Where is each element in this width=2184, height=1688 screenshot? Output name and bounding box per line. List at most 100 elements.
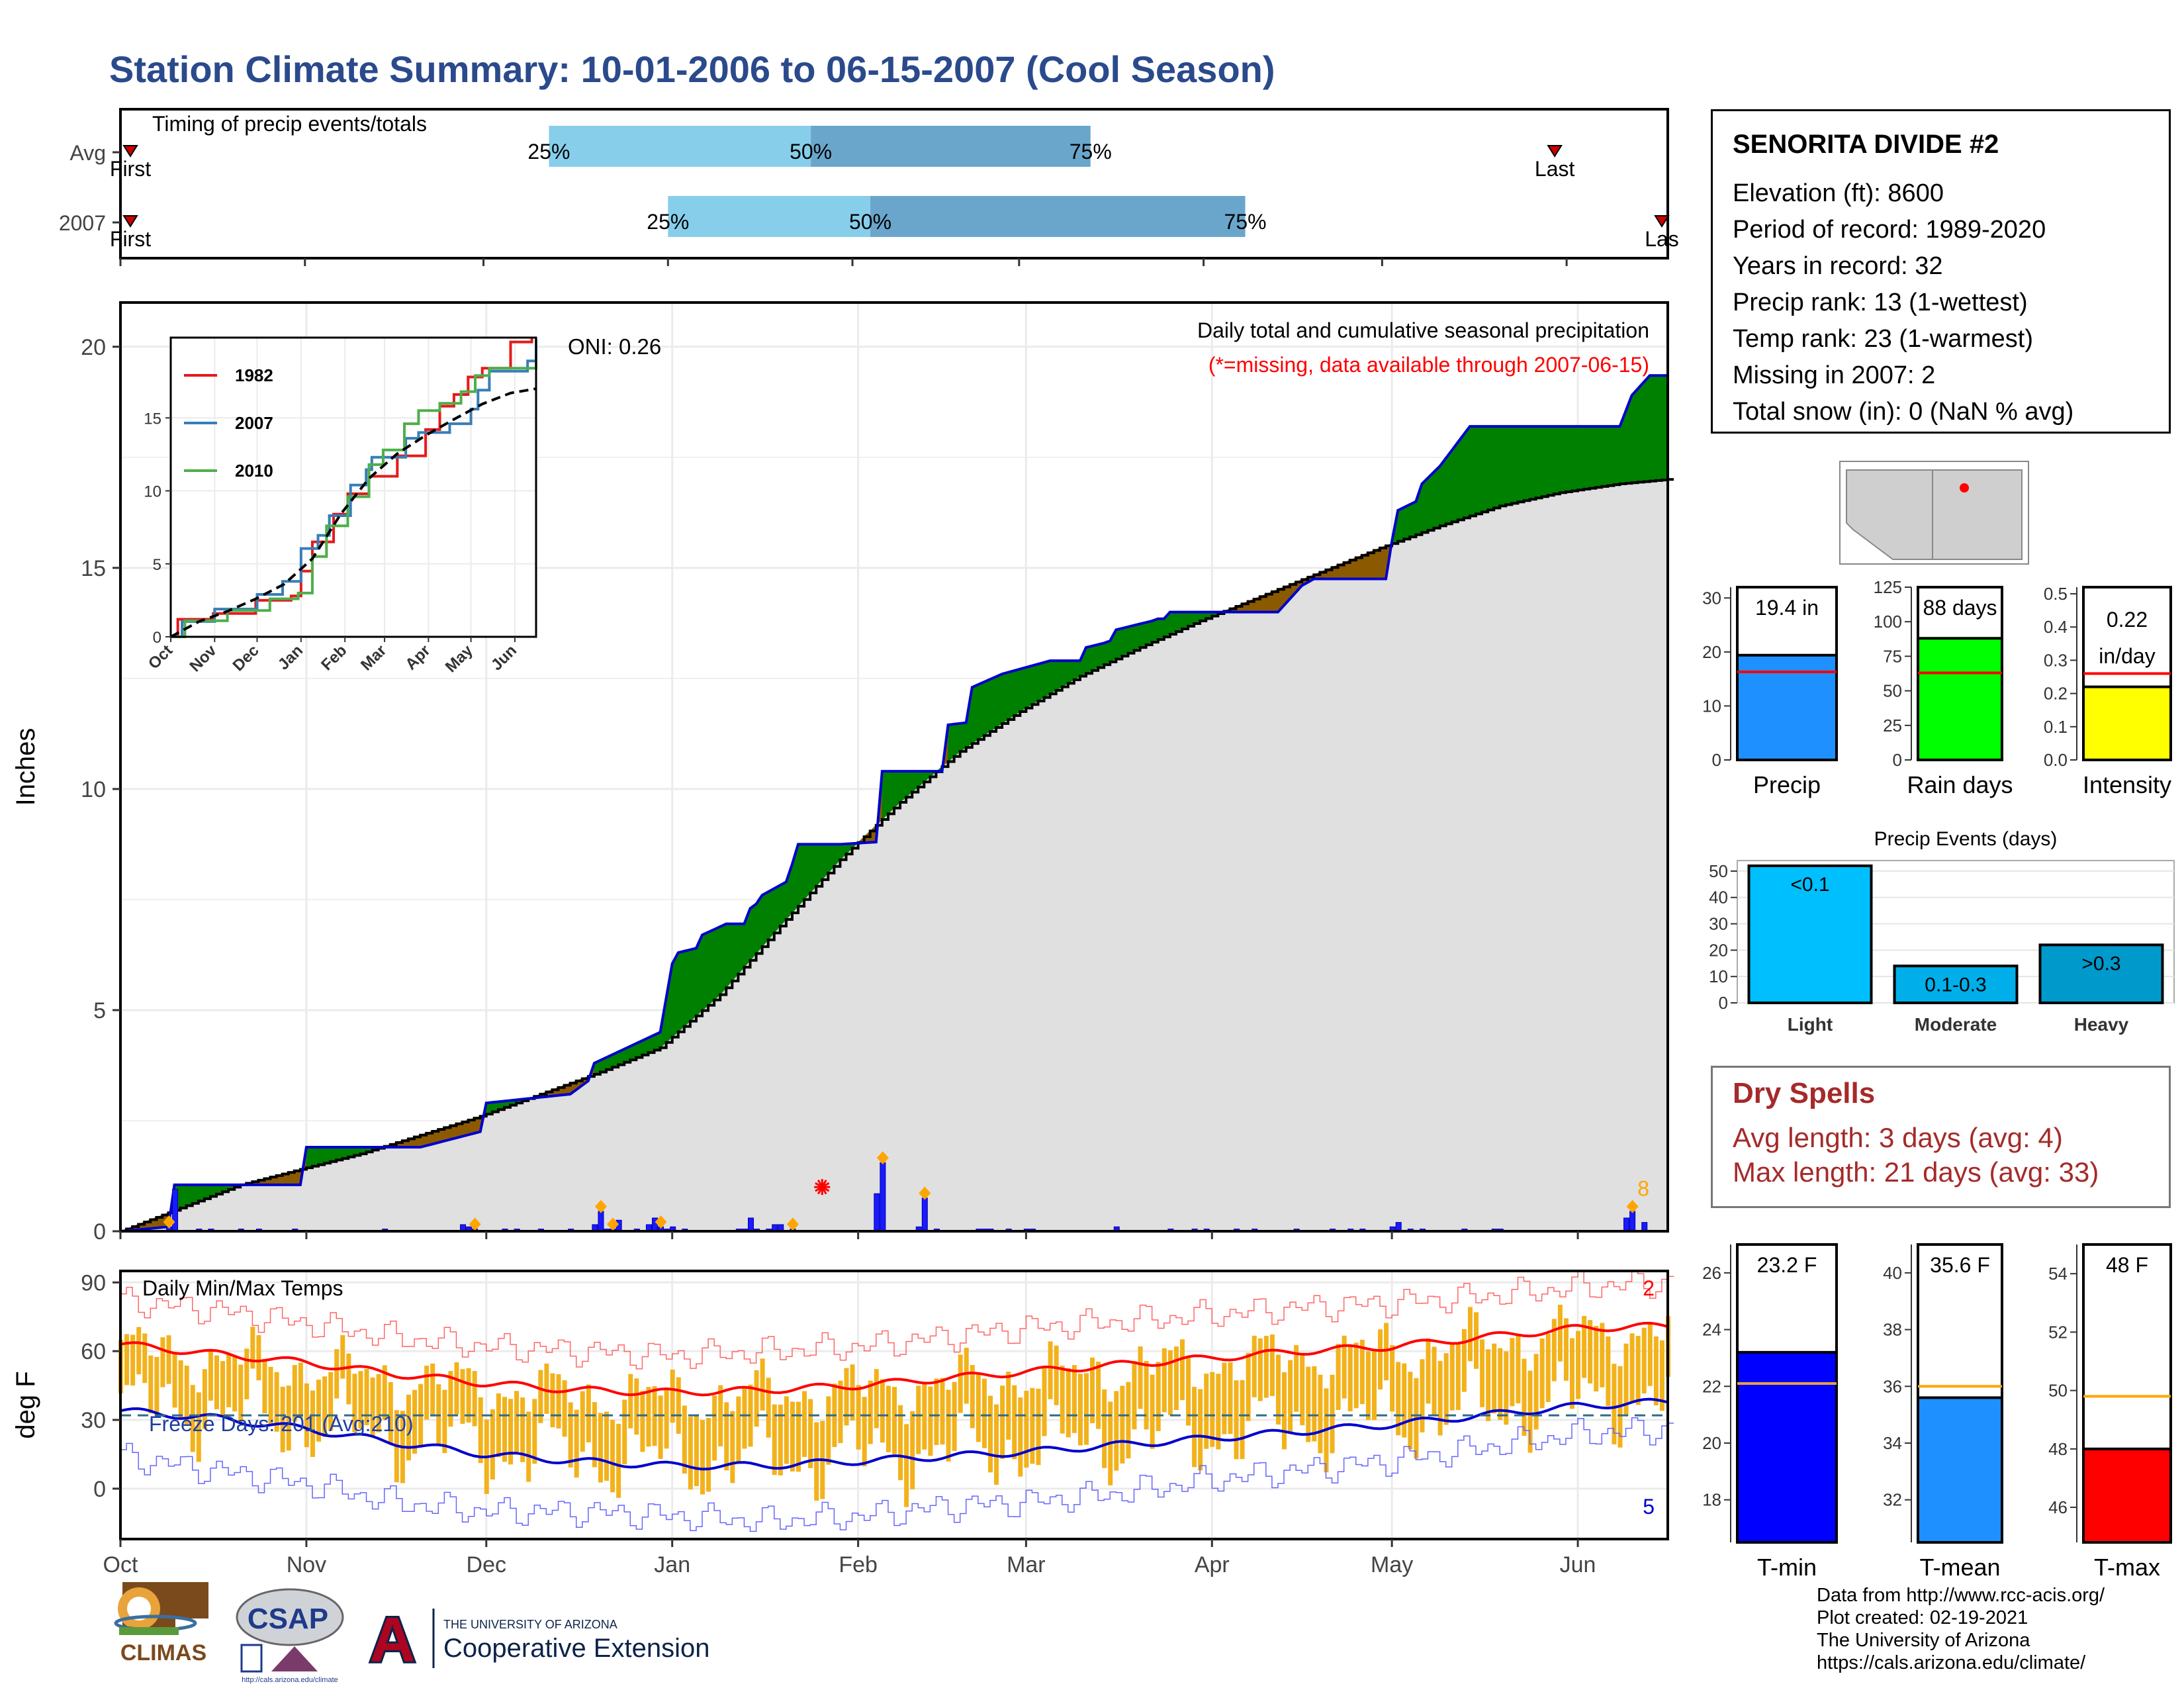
precip-events-category-label: Moderate: [1915, 1014, 1997, 1035]
daily-temp-bar: [892, 1387, 897, 1454]
summary_intensity-y-tick-label: 0.0: [2044, 750, 2068, 770]
above-avg-fill: [1115, 628, 1122, 660]
above-avg-fill: [1565, 426, 1572, 492]
above-avg-fill: [678, 951, 685, 1033]
temp-y-tick-label: 30: [81, 1408, 106, 1433]
daily-temp-bar: [1066, 1368, 1071, 1438]
daily-temp-bar: [196, 1392, 201, 1462]
precip-y-axis-label: Inches: [11, 728, 40, 806]
daily-temp-bar: [1263, 1335, 1269, 1398]
daily-temp-bar: [868, 1380, 873, 1444]
first-marker-icon: [122, 145, 138, 158]
above-avg-fill: [1637, 381, 1645, 483]
daily-temp-bar: [1312, 1366, 1317, 1442]
daily-temp-bar: [466, 1368, 471, 1423]
above-avg-fill: [750, 903, 756, 961]
csap-logo: CSAP http://cals.arizona.edu/climate: [232, 1585, 347, 1685]
summary_tmax-y-tick-label: 54: [2048, 1264, 2068, 1284]
daily-temp-bar: [1516, 1335, 1521, 1403]
daily-temp-bar: [268, 1366, 273, 1425]
station-elevation: Elevation (ft): 8600: [1733, 179, 1944, 207]
daily-temp-bar: [472, 1371, 477, 1427]
summary_tmax-y-tick-label: 48: [2048, 1439, 2068, 1459]
observed-cumulative-line: [120, 374, 1668, 1233]
daily-temp-bar: [1353, 1342, 1359, 1409]
daily-temp-bar: [574, 1409, 579, 1478]
daily-temp-bar: [1173, 1346, 1179, 1411]
above-avg-fill: [1535, 426, 1543, 498]
ua-logo-big: Cooperative Extension: [443, 1634, 709, 1663]
summary_tmean-y-tick-label: 32: [1883, 1490, 1902, 1510]
daily-temp-bar: [1486, 1349, 1491, 1421]
daily-temp-bar: [616, 1423, 621, 1498]
record-low-count: 5: [1643, 1495, 1655, 1519]
above-avg-fill: [803, 844, 811, 900]
above-avg-fill: [1409, 501, 1416, 538]
daily-temp-bar: [376, 1374, 381, 1432]
daily-temp-bar: [166, 1335, 171, 1384]
daily-temp-bar: [1246, 1352, 1251, 1421]
freeze-days-annotation: Freeze Days: 201 (Avg:210): [149, 1412, 414, 1436]
summary_tmin-category-label: T-min: [1757, 1554, 1817, 1581]
month-axis-label: Oct: [103, 1552, 138, 1577]
daily-temp-bar: [232, 1357, 238, 1412]
daily-temp-bar: [1240, 1380, 1245, 1460]
above-avg-fill: [1649, 375, 1657, 482]
timing-band-high: [811, 126, 1091, 167]
daily-temp-bar: [580, 1391, 585, 1452]
daily-temp-bar: [634, 1378, 639, 1435]
snow-marker-icon: [919, 1186, 931, 1200]
daily-temp-bar: [490, 1409, 495, 1480]
daily-temp-bar: [1545, 1334, 1551, 1402]
summary_tmean-y-tick-label: 36: [1883, 1376, 1902, 1396]
daily-temp-bar: [1449, 1342, 1455, 1411]
precip-y-tick-label: 20: [81, 335, 106, 360]
daily-temp-bar: [208, 1349, 213, 1401]
daily-temp-bar: [532, 1399, 537, 1464]
inset-bg: [171, 338, 536, 637]
credit-line: Data from http://www.rcc-acis.org/: [1817, 1585, 2105, 1606]
inset-series-line: [171, 361, 537, 638]
daily-temp-bar: [1030, 1387, 1035, 1464]
daily-temp-bar: [154, 1356, 159, 1415]
above-avg-fill: [1487, 426, 1494, 510]
above-avg-fill: [1589, 426, 1596, 489]
summary_raindays-y-tick-label: 100: [1874, 612, 1902, 632]
daily-temp-bar: [790, 1401, 795, 1472]
daily-temp-bar: [862, 1397, 867, 1467]
daily-temp-bar: [742, 1386, 747, 1449]
daily-temp-bar: [964, 1347, 969, 1404]
summary_tmean-bar: [1917, 1396, 2003, 1544]
daily-temp-bar: [1551, 1319, 1557, 1382]
daily-temp-bar: [1606, 1336, 1611, 1407]
daily-temp-bar: [706, 1417, 711, 1492]
summary_intensity-y-tick-label: 0.2: [2044, 684, 2068, 704]
daily-temp-bar: [664, 1387, 669, 1449]
above-avg-fill: [684, 949, 691, 1027]
above-avg-fill: [1559, 426, 1567, 493]
above-avg-fill: [983, 679, 991, 736]
daily-temp-bar: [1090, 1357, 1095, 1423]
daily-temp-bar: [826, 1396, 831, 1465]
precip-events-y-tick-label: 40: [1709, 888, 1728, 908]
daily-temp-bar: [514, 1391, 520, 1454]
summary_tmin-y-tick-label: 20: [1702, 1433, 1721, 1453]
daily-temp-bar: [598, 1413, 603, 1483]
above-avg-fill: [1025, 665, 1032, 709]
daily-temp-bar: [1300, 1354, 1305, 1426]
daily-temp-bar: [1012, 1385, 1017, 1460]
station-missing: Missing in 2007: 2: [1733, 361, 1936, 389]
month-axis-label: Jun: [1560, 1552, 1596, 1577]
daily-temp-bar: [226, 1354, 232, 1407]
summary_tmean-y-tick-label: 38: [1883, 1320, 1902, 1340]
daily-temp-bar: [604, 1411, 610, 1481]
summary_tmean-y-tick-label: 34: [1883, 1433, 1902, 1453]
daily-temp-bar: [1426, 1338, 1431, 1404]
daily-temp-bar: [850, 1364, 855, 1421]
above-avg-fill: [702, 931, 709, 1011]
above-avg-fill: [1044, 660, 1051, 698]
above-avg-fill: [1571, 426, 1578, 492]
daily-temp-bar: [1186, 1357, 1191, 1426]
snow-marker-icon: [1626, 1199, 1639, 1213]
month-axis-label: Apr: [1195, 1552, 1230, 1577]
